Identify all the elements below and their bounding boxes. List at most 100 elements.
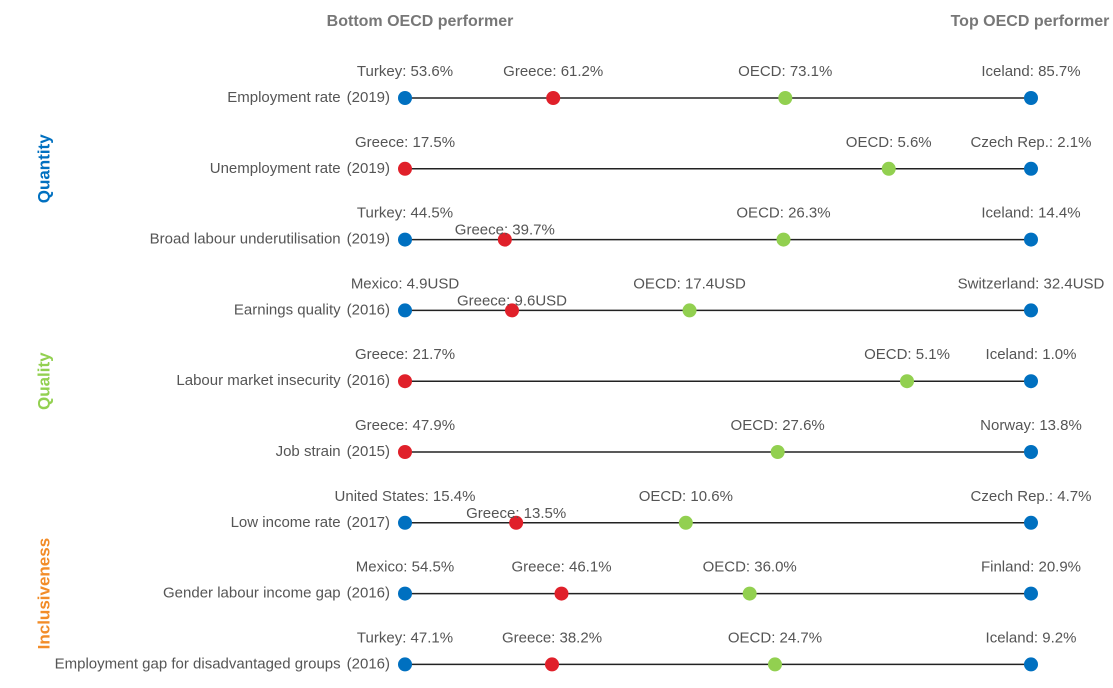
row-label-text: Low income rate	[231, 514, 341, 531]
row-label: Gender labour income gap (2016)	[163, 585, 390, 602]
dot	[778, 91, 793, 105]
row-label: Employment gap for disadvantaged groups (…	[55, 655, 390, 672]
dot	[398, 161, 412, 176]
point-label: Iceland: 1.0%	[986, 346, 1077, 363]
row-label: Unemployment rate (2019)	[210, 160, 390, 177]
point-label: OECD: 10.6%	[639, 488, 733, 505]
dot	[398, 91, 412, 105]
row-year: (2016)	[347, 585, 390, 602]
dot	[742, 586, 757, 601]
point-label: OECD: 26.3%	[736, 205, 830, 222]
dot	[398, 657, 412, 672]
row-year: (2016)	[347, 372, 390, 389]
group-label: Quantity	[34, 134, 53, 203]
row-label-text: Earnings quality	[234, 301, 341, 318]
dot	[767, 657, 782, 672]
point-label: OECD: 24.7%	[728, 629, 822, 646]
point-label: Greece: 9.6USD	[457, 292, 567, 309]
dot	[509, 515, 524, 530]
point-label: Greece: 47.9%	[355, 417, 455, 434]
dot	[1024, 445, 1038, 459]
point-label: Czech Rep.: 2.1%	[971, 134, 1092, 151]
point-label: Czech Rep.: 4.7%	[971, 488, 1092, 505]
point-label: Greece: 46.1%	[511, 559, 611, 576]
dot	[1024, 657, 1038, 672]
row-label-text: Employment gap for disadvantaged groups	[55, 655, 341, 672]
row-label: Broad labour underutilisation (2019)	[150, 231, 390, 248]
dot	[497, 232, 512, 247]
point-label: Greece: 21.7%	[355, 346, 455, 363]
dot	[1024, 232, 1038, 247]
group-label: Quality	[34, 352, 53, 410]
point-label: Greece: 38.2%	[502, 629, 602, 646]
dot	[554, 586, 569, 601]
row-label: Labour market insecurity (2016)	[176, 372, 390, 389]
group-label: Inclusiveness	[34, 538, 53, 650]
dot	[900, 374, 915, 389]
row-label-text: Labour market insecurity	[176, 372, 341, 389]
point-label: Turkey: 44.5%	[357, 205, 453, 222]
dot	[398, 374, 412, 389]
point-label: OECD: 17.4USD	[633, 275, 746, 292]
dot	[1024, 161, 1038, 176]
dot	[770, 445, 785, 459]
point-label: Greece: 39.7%	[455, 222, 555, 239]
point-label: OECD: 27.6%	[731, 417, 825, 434]
row-label-text: Job strain	[276, 443, 341, 460]
point-label: Greece: 13.5%	[466, 505, 566, 522]
dot	[682, 303, 697, 318]
dot	[1024, 374, 1038, 389]
point-label: Greece: 61.2%	[503, 63, 603, 80]
point-label: Iceland: 85.7%	[981, 63, 1080, 80]
point-label: Norway: 13.8%	[980, 417, 1082, 434]
point-label: OECD: 73.1%	[738, 63, 832, 80]
point-label: Turkey: 47.1%	[357, 629, 453, 646]
row-year: (2019)	[347, 160, 390, 177]
row-year: (2017)	[347, 514, 390, 531]
dot	[398, 303, 412, 318]
point-label: United States: 15.4%	[335, 488, 476, 505]
dot	[545, 657, 560, 672]
row-label-text: Unemployment rate	[210, 160, 341, 177]
row-label-text: Broad labour underutilisation	[150, 231, 341, 248]
row-label-text: Gender labour income gap	[163, 585, 341, 602]
row-year: (2016)	[347, 655, 390, 672]
point-label: Finland: 20.9%	[981, 559, 1081, 576]
row-year: (2016)	[347, 301, 390, 318]
dot	[1024, 515, 1038, 530]
point-label: Mexico: 54.5%	[356, 559, 454, 576]
row-label-text: Employment rate	[227, 89, 340, 106]
row-label: Low income rate (2017)	[231, 514, 390, 531]
dot	[1024, 91, 1038, 105]
header-left: Bottom OECD performer	[327, 13, 514, 30]
dot	[776, 232, 791, 247]
point-label: Greece: 17.5%	[355, 134, 455, 151]
point-label: OECD: 36.0%	[703, 559, 797, 576]
dot	[1024, 586, 1038, 601]
row-label: Job strain (2015)	[276, 443, 390, 460]
point-label: Switzerland: 32.4USD	[958, 275, 1105, 292]
dot	[881, 161, 896, 176]
dot	[546, 91, 561, 105]
point-label: Turkey: 53.6%	[357, 63, 453, 80]
dot	[1024, 303, 1038, 318]
row-label: Employment rate (2019)	[227, 89, 390, 106]
header-right: Top OECD performer	[951, 13, 1110, 30]
dot	[398, 232, 412, 247]
point-label: Mexico: 4.9USD	[351, 275, 460, 292]
dot	[398, 445, 412, 459]
dot	[678, 515, 693, 530]
row-year: (2019)	[347, 89, 390, 106]
dot	[398, 586, 412, 601]
row-year: (2015)	[347, 443, 390, 460]
point-label: OECD: 5.1%	[864, 346, 950, 363]
row-label: Earnings quality (2016)	[234, 301, 390, 318]
point-label: Iceland: 14.4%	[981, 205, 1080, 222]
row-year: (2019)	[347, 231, 390, 248]
dot	[398, 515, 412, 530]
dot	[504, 303, 519, 318]
point-label: OECD: 5.6%	[846, 134, 932, 151]
point-label: Iceland: 9.2%	[986, 629, 1077, 646]
